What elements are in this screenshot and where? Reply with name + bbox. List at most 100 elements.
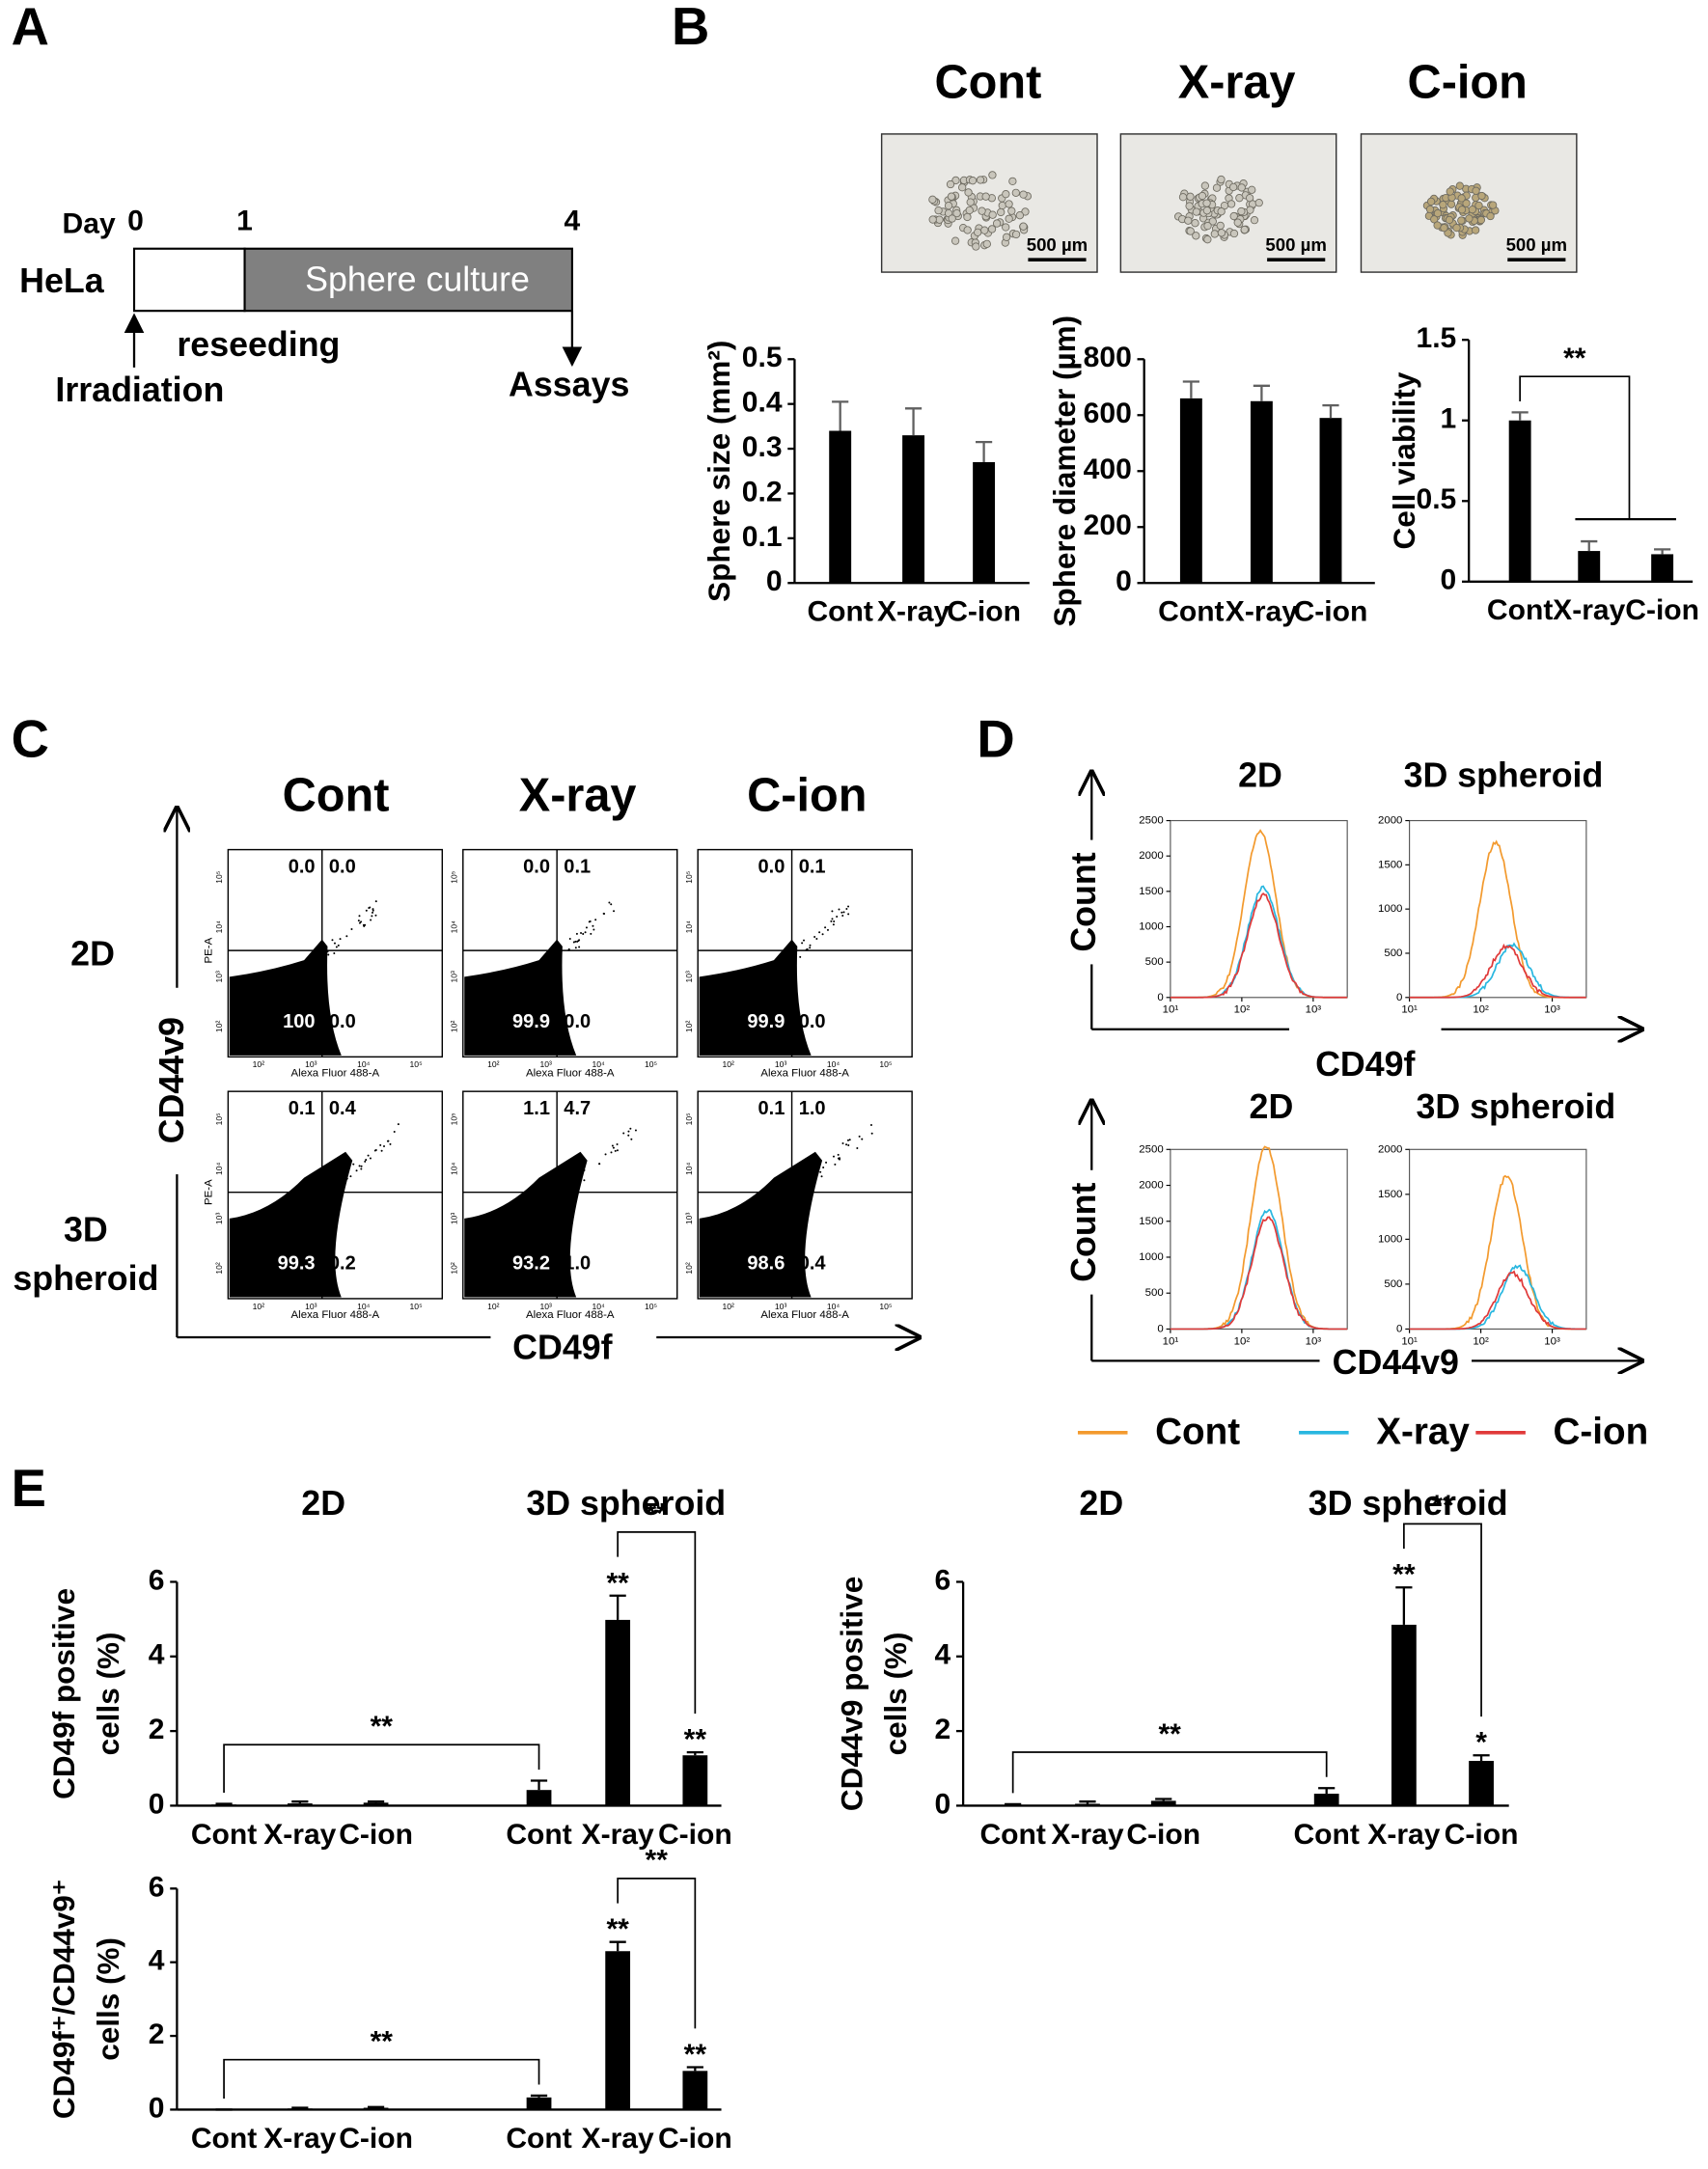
scatter-dot: [825, 1161, 828, 1164]
y-tick-label: 1.5: [1417, 322, 1457, 354]
scatter-dot: [818, 931, 821, 934]
bar: [363, 2107, 389, 2110]
x-tick-label: 10¹: [1163, 1335, 1179, 1347]
group-title: 3D spheroid: [1309, 1484, 1508, 1523]
scatter-dot: [826, 928, 829, 931]
y-tick-label: 200: [1084, 509, 1132, 541]
bar: [973, 461, 996, 584]
y-tick-label: 10³: [214, 1213, 224, 1225]
y-axis-label: CD49f positive: [46, 1588, 81, 1799]
x-tick-label: C-ion: [339, 1819, 413, 1851]
sphere-cell: [1178, 193, 1188, 202]
row-label: 3D: [64, 1211, 108, 1249]
scatter-dot: [319, 1204, 322, 1207]
scatter-dot: [769, 968, 772, 971]
sphere-cell: [1446, 200, 1456, 208]
scatter-dot: [845, 1143, 848, 1146]
y-tick-label: 10³: [684, 1213, 694, 1225]
label-mask: [1063, 1169, 1115, 1295]
significance: **: [1431, 1490, 1454, 1522]
scatter-dot: [773, 1218, 776, 1221]
x-tick-label: 10¹: [1401, 1004, 1418, 1016]
x-tick-label: 10³: [1306, 1335, 1322, 1347]
scatter-dot: [545, 1200, 548, 1203]
sphere-cell: [1471, 226, 1480, 234]
scatter-dot: [809, 944, 812, 947]
scatter-dot: [299, 1211, 302, 1214]
x-tick-label: Cont: [191, 2123, 257, 2155]
x-tick-label: 10³: [539, 1302, 552, 1311]
sphere-cell: [1229, 211, 1238, 221]
scatter-dot: [551, 1206, 554, 1209]
y-tick-label: 0.4: [742, 387, 783, 419]
scatter-dot: [355, 1169, 358, 1172]
quadrant-value: 1.0: [564, 1252, 591, 1274]
sphere-cell: [1468, 205, 1476, 214]
quadrant-value: 0.4: [329, 1098, 357, 1119]
y-tick-label: 0: [935, 1788, 951, 1820]
bar: [526, 2097, 552, 2110]
scatter-dot: [292, 980, 295, 983]
photo-title: X-ray: [1178, 57, 1296, 109]
x-tick-label: C-ion: [1625, 594, 1699, 626]
bracket: [1519, 375, 1631, 520]
x-tick-label: 10³: [1544, 1335, 1560, 1347]
x-tick-label: C-ion: [658, 1819, 732, 1851]
scatter-dot: [841, 1142, 844, 1145]
quadrant-value: 1.0: [799, 1098, 826, 1119]
sphere-cell: [1203, 221, 1212, 231]
label-mask: [744, 1009, 789, 1035]
plot-y-label: PE-A: [203, 1179, 214, 1205]
histogram-curve: [1170, 1216, 1348, 1331]
sphere-cell: [1015, 211, 1025, 220]
bar: [287, 2108, 313, 2110]
x-tick-label: 10¹: [1401, 1335, 1418, 1347]
sphere-cell: [1440, 224, 1448, 233]
bar: [682, 2071, 708, 2110]
scatter-dot: [568, 937, 571, 941]
x-tick-label: C-ion: [1126, 1819, 1200, 1851]
scatter-dot: [847, 1143, 850, 1146]
scatter-dot: [349, 1175, 352, 1178]
scatter-dot: [352, 1163, 355, 1166]
scatter-dot: [530, 975, 533, 977]
y-tick-label: 4: [935, 1639, 951, 1671]
x-tick-label: X-ray: [263, 1819, 336, 1851]
scatter-dot: [590, 932, 592, 935]
scatter-dot: [622, 1132, 625, 1135]
photo-title: C-ion: [1408, 57, 1528, 109]
sphere-cell: [1192, 207, 1201, 216]
scatter-dot: [831, 918, 834, 920]
significance: *: [1475, 1727, 1487, 1759]
scatter-dot: [830, 920, 833, 922]
scatter-dot: [837, 1153, 840, 1156]
sphere-cell: [1008, 177, 1017, 186]
x-tick-label: 10³: [775, 1059, 787, 1069]
y-tick-label: 400: [1084, 453, 1132, 485]
x-tick-label: 10³: [775, 1302, 787, 1311]
bracket: [223, 2058, 540, 2099]
y-tick-label: 0: [1396, 992, 1402, 1003]
bracket: [1403, 1523, 1482, 1717]
histogram-frame: [1170, 1148, 1348, 1331]
scatter-dot: [767, 982, 770, 985]
sphere-cell: [1465, 214, 1474, 223]
scatter-dot: [582, 932, 585, 935]
x-tick-label: Cont: [1158, 596, 1224, 628]
bar: [605, 1619, 631, 1806]
phase-label: Sphere culture: [305, 261, 530, 299]
sphere-cell: [1472, 186, 1480, 195]
sphere-cell: [1439, 201, 1447, 209]
y-tick-label: 10⁴: [214, 920, 224, 934]
y-tick-label: 0.5: [1417, 483, 1457, 515]
y-tick-label: 1: [1441, 403, 1457, 435]
scatter-dot: [805, 1183, 808, 1186]
scatter-dot: [583, 1179, 586, 1182]
sphere-cell: [988, 210, 997, 219]
y-tick-label: 0.2: [742, 476, 783, 508]
bar: [829, 430, 852, 584]
y-tick-label: 10⁵: [449, 1112, 458, 1126]
sphere-cell: [1433, 208, 1443, 218]
scatter-dot: [300, 970, 303, 973]
